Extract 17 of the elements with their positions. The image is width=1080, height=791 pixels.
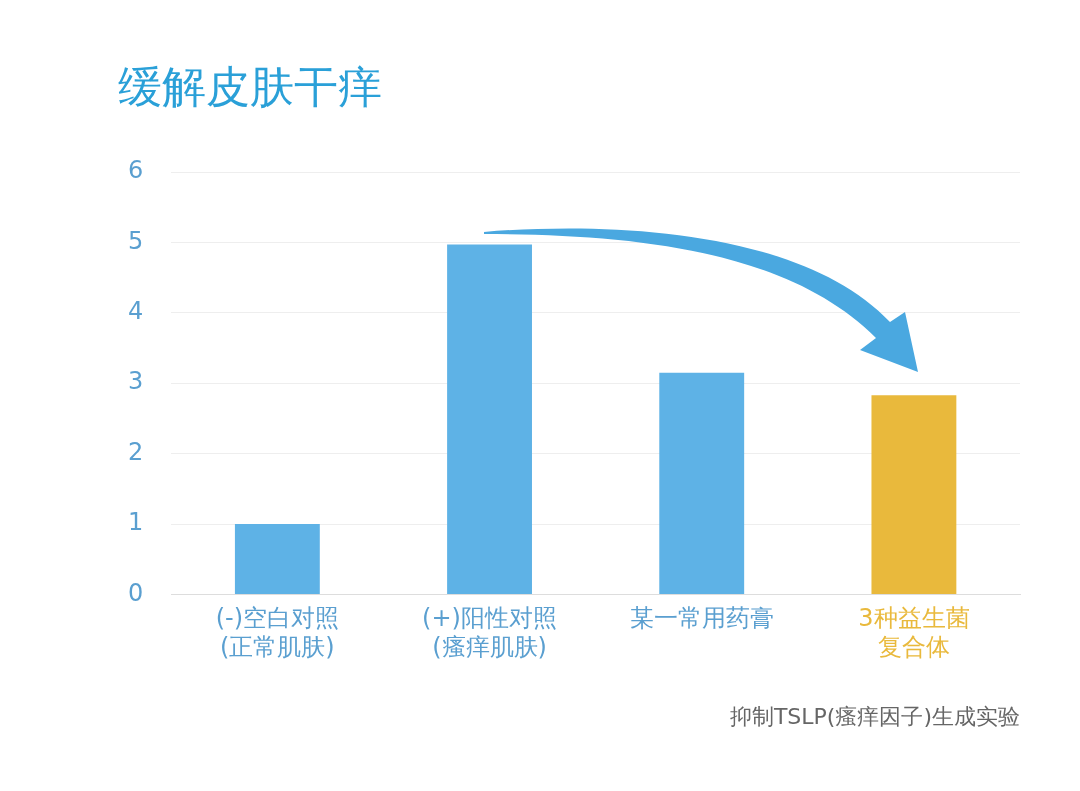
- y-tick-label: 3: [127, 367, 144, 396]
- x-tick-label: (+)阳性对照(瘙痒肌肤): [422, 604, 557, 661]
- bar: [234, 524, 320, 594]
- x-tick-label: 3种益生菌复合体: [858, 604, 970, 661]
- x-tick-label: 某一常用药膏: [629, 604, 774, 633]
- bar: [871, 395, 957, 594]
- bar: [659, 372, 745, 594]
- y-tick-label: 0: [127, 578, 144, 607]
- bar: [447, 244, 532, 594]
- y-tick-label: 4: [127, 297, 144, 326]
- text: 抑制TSLP(瘙痒因子)生成实验: [729, 703, 1020, 731]
- chart-title: 缓解皮肤干痒: [118, 60, 382, 114]
- y-tick-label: 2: [127, 437, 144, 466]
- y-tick-label: 6: [127, 156, 144, 185]
- y-tick-label: 1: [127, 508, 144, 537]
- x-tick-label: (-)空白对照(正常肌肤): [215, 604, 340, 661]
- y-tick-label: 5: [127, 226, 144, 255]
